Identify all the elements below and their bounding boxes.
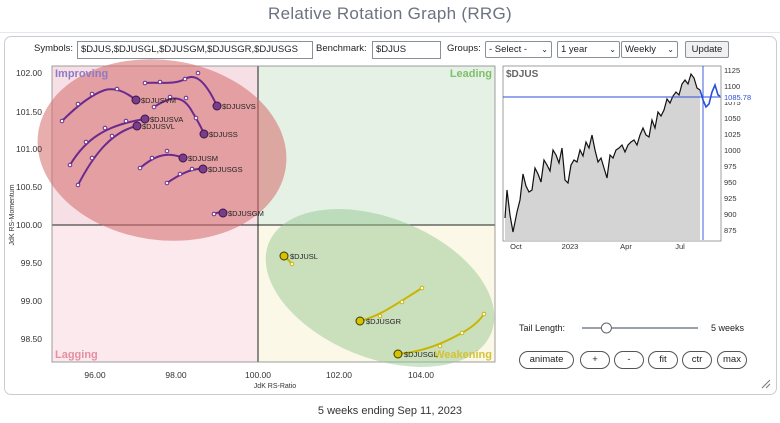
chevron-down-icon: ⌄ bbox=[667, 45, 674, 54]
symbols-input[interactable]: $DJUS,$DJUSGL,$DJUSGM,$DJUSGR,$DJUSGS bbox=[77, 41, 313, 59]
chevron-down-icon: ⌄ bbox=[609, 45, 616, 54]
title-divider bbox=[0, 32, 780, 33]
benchmark-label: Benchmark: bbox=[316, 43, 367, 54]
period-select[interactable]: 1 year ⌄ bbox=[557, 41, 620, 58]
animate-button[interactable]: animate bbox=[519, 351, 574, 369]
groups-label: Groups: bbox=[447, 43, 481, 54]
groups-select-value: - Select - bbox=[489, 44, 528, 55]
frequency-select[interactable]: Weekly ⌄ bbox=[621, 41, 678, 58]
period-select-value: 1 year bbox=[561, 44, 588, 55]
center-button[interactable]: ctr bbox=[682, 351, 712, 369]
zoom-in-button[interactable]: + bbox=[580, 351, 610, 369]
symbols-label: Symbols: bbox=[34, 43, 74, 54]
benchmark-input[interactable]: $DJUS bbox=[372, 41, 441, 59]
rrg-panel bbox=[4, 36, 777, 395]
frequency-select-value: Weekly bbox=[625, 44, 656, 55]
footer-period-caption: 5 weeks ending Sep 11, 2023 bbox=[317, 405, 463, 417]
chevron-down-icon: ⌄ bbox=[541, 45, 548, 54]
fit-button[interactable]: fit bbox=[648, 351, 678, 369]
page-title: Relative Rotation Graph (RRG) bbox=[268, 4, 512, 23]
update-button[interactable]: Update bbox=[685, 41, 729, 58]
groups-select[interactable]: - Select - ⌄ bbox=[485, 41, 552, 58]
max-button[interactable]: max bbox=[717, 351, 747, 369]
zoom-out-button[interactable]: - bbox=[614, 351, 644, 369]
